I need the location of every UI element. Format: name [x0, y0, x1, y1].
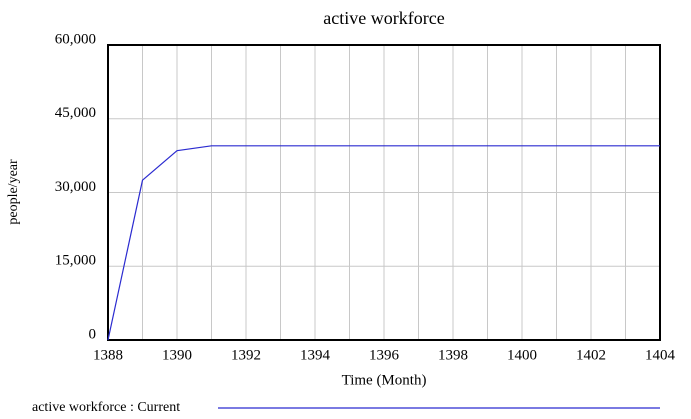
y-tick-label: 0: [89, 326, 97, 342]
x-tick-label: 1400: [507, 347, 537, 363]
x-tick-label: 1388: [93, 347, 123, 363]
plot-frame: [107, 44, 661, 341]
y-tick-label: 15,000: [55, 253, 96, 269]
x-axis-label: Time (Month): [342, 372, 427, 388]
y-tick-label: 30,000: [55, 179, 96, 195]
y-axis-label: people/year: [6, 159, 21, 225]
x-tick-label: 1396: [369, 347, 400, 363]
y-tick-label: 60,000: [55, 31, 96, 47]
x-tick-label: 1392: [231, 347, 261, 363]
x-tick-label: 1398: [438, 347, 468, 363]
line: [107, 145, 660, 341]
x-tick-label: 1404: [645, 347, 676, 363]
y-tick-label: 45,000: [55, 105, 96, 121]
x-tick-label: 1390: [162, 347, 192, 363]
x-tick-label: 1402: [576, 347, 606, 363]
chart-title: active workforce: [323, 8, 444, 28]
x-tick-label: 1394: [300, 347, 331, 363]
legend-label: active workforce : Current: [32, 400, 180, 415]
